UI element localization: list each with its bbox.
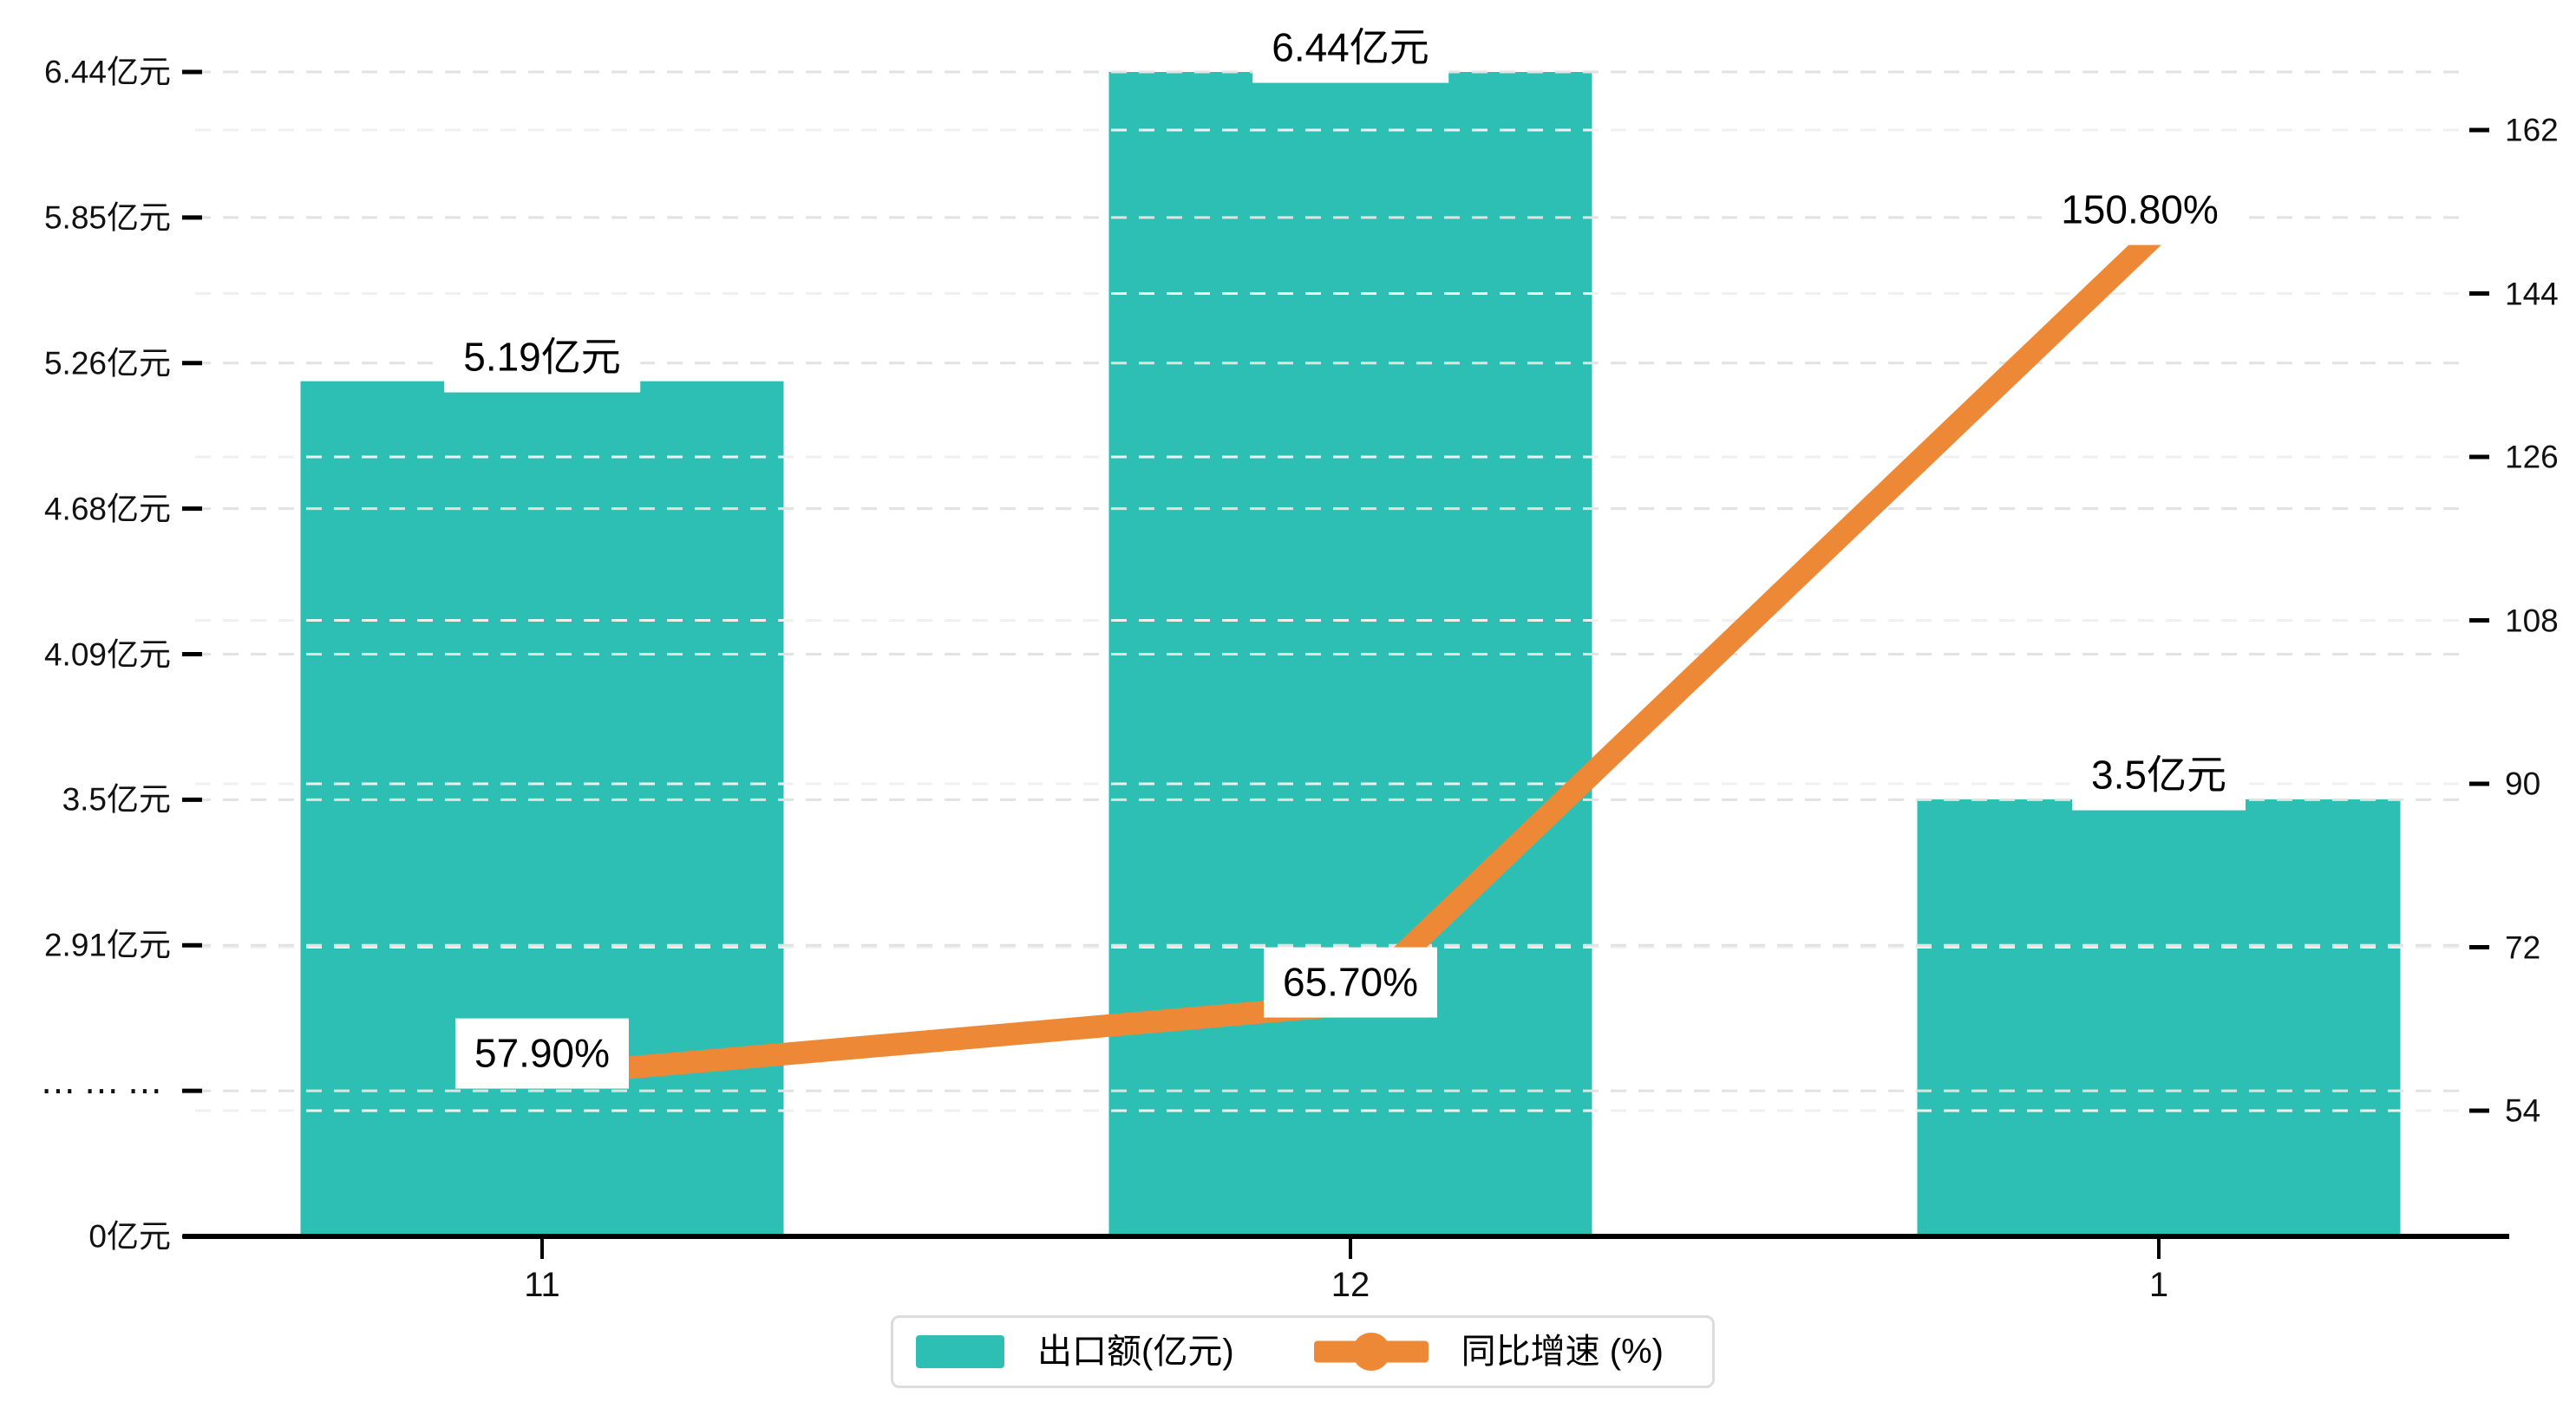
left-axis-label-8: 6.44亿元 bbox=[43, 54, 171, 90]
right-axis-label-108: 108 bbox=[2505, 603, 2559, 638]
right-axis-label-144: 144 bbox=[2505, 276, 2559, 311]
line-series-marker bbox=[1313, 1333, 1429, 1371]
left-axis-label-0: 0亿元 bbox=[88, 1218, 171, 1255]
left-axis-label-3: 3.5亿元 bbox=[62, 781, 171, 818]
left-axis-label-1: ⋯⋯⋯ bbox=[41, 1072, 171, 1111]
legend: 出口额(亿元) 同比增速 (%) bbox=[891, 1315, 1715, 1388]
line-value-label-0: 57.90% bbox=[454, 1018, 630, 1089]
bar-value-label-2: 3.5亿元 bbox=[2072, 740, 2246, 811]
x-axis-label-11: 11 bbox=[524, 1266, 560, 1304]
bar-series-swatch bbox=[916, 1335, 1004, 1368]
legend-label-export-value: 出口额(亿元) bbox=[1037, 1333, 1234, 1371]
right-axis-label-162: 162 bbox=[2505, 112, 2559, 148]
bar-1[interactable] bbox=[1917, 799, 2401, 1236]
left-axis-label-4: 4.09亿元 bbox=[43, 636, 171, 672]
line-value-label-2: 150.80% bbox=[2042, 174, 2238, 245]
legend-label-yoy-growth: 同比增速 (%) bbox=[1461, 1333, 1664, 1371]
legend-item-yoy-growth[interactable]: 同比增速 (%) bbox=[1313, 1333, 1664, 1371]
right-axis-label-54: 54 bbox=[2505, 1092, 2541, 1129]
bar-value-label-0: 5.19亿元 bbox=[444, 322, 640, 393]
x-axis-label-12: 12 bbox=[1330, 1266, 1370, 1304]
bar-value-label-1: 6.44亿元 bbox=[1252, 12, 1448, 83]
line-value-label-1: 65.70% bbox=[1263, 948, 1438, 1018]
right-axis-label-126: 126 bbox=[2505, 439, 2559, 475]
legend-item-export-value[interactable]: 出口额(亿元) bbox=[916, 1334, 1234, 1369]
bar-11[interactable] bbox=[300, 381, 784, 1236]
right-axis-label-72: 72 bbox=[2505, 929, 2541, 965]
left-axis-label-7: 5.85亿元 bbox=[43, 199, 171, 236]
left-axis-label-6: 5.26亿元 bbox=[43, 345, 171, 381]
right-axis-label-90: 90 bbox=[2505, 766, 2541, 802]
left-axis-label-2: 2.91亿元 bbox=[43, 927, 171, 963]
line-marker-dot bbox=[1351, 1333, 1390, 1371]
left-axis-label-5: 4.68亿元 bbox=[43, 491, 171, 527]
x-axis-label-1: 1 bbox=[2148, 1266, 2169, 1304]
